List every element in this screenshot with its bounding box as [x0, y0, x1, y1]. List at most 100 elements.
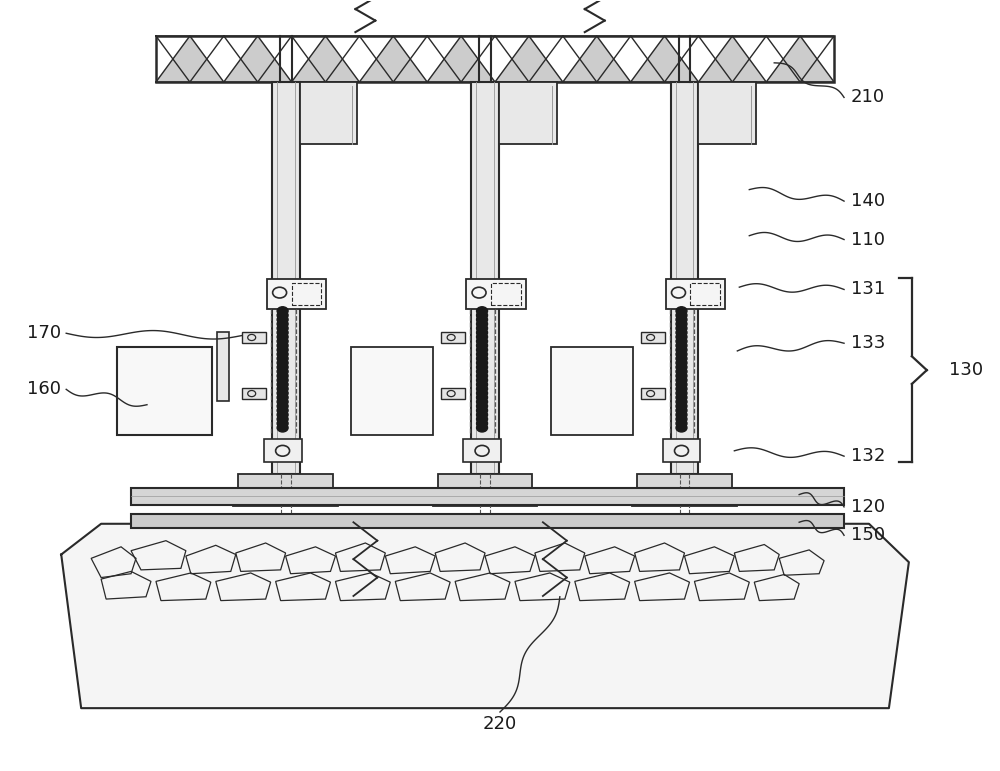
Bar [438, 474, 532, 488]
Circle shape [676, 342, 687, 350]
Bar [551, 347, 633, 436]
Bar [433, 490, 537, 506]
Circle shape [477, 363, 488, 372]
Circle shape [277, 324, 288, 332]
Circle shape [277, 423, 288, 432]
Bar [441, 332, 465, 343]
Circle shape [277, 363, 288, 372]
Text: 210: 210 [851, 89, 885, 106]
Bar [641, 388, 665, 399]
Bar [499, 82, 557, 143]
Polygon shape [359, 36, 427, 82]
Bar [242, 388, 266, 399]
Circle shape [277, 337, 288, 345]
Circle shape [477, 415, 488, 423]
Circle shape [277, 380, 288, 389]
Circle shape [277, 333, 288, 341]
Bar [131, 513, 844, 527]
Text: 110: 110 [851, 231, 885, 248]
Circle shape [277, 345, 288, 354]
Circle shape [277, 406, 288, 415]
Bar [471, 82, 499, 474]
Bar [491, 283, 521, 305]
Circle shape [277, 355, 288, 363]
Circle shape [277, 415, 288, 423]
Circle shape [477, 311, 488, 319]
Bar [242, 332, 266, 343]
Circle shape [477, 423, 488, 432]
Circle shape [676, 393, 687, 402]
Bar [264, 439, 302, 463]
Bar [698, 82, 756, 143]
Circle shape [477, 337, 488, 345]
Text: 220: 220 [483, 715, 517, 732]
Circle shape [477, 419, 488, 428]
Circle shape [676, 415, 687, 423]
Circle shape [477, 315, 488, 324]
Circle shape [277, 320, 288, 328]
Circle shape [676, 311, 687, 319]
Circle shape [676, 345, 687, 354]
Bar [466, 279, 526, 308]
Circle shape [676, 372, 687, 380]
Circle shape [277, 410, 288, 419]
Bar [131, 488, 844, 504]
Circle shape [676, 419, 687, 428]
Circle shape [676, 380, 687, 389]
Circle shape [676, 406, 687, 415]
Bar [637, 474, 732, 488]
Bar [117, 347, 212, 436]
Circle shape [477, 385, 488, 393]
Circle shape [477, 393, 488, 402]
Circle shape [477, 350, 488, 359]
Bar [233, 490, 338, 506]
Circle shape [477, 402, 488, 410]
Polygon shape [495, 36, 563, 82]
Polygon shape [766, 36, 834, 82]
Circle shape [277, 372, 288, 380]
Bar [217, 332, 229, 401]
Circle shape [676, 350, 687, 359]
Circle shape [477, 398, 488, 406]
Circle shape [676, 324, 687, 332]
Circle shape [477, 367, 488, 375]
Circle shape [477, 410, 488, 419]
Circle shape [277, 367, 288, 375]
Circle shape [277, 315, 288, 324]
Circle shape [477, 333, 488, 341]
Circle shape [477, 320, 488, 328]
Circle shape [676, 385, 687, 393]
Circle shape [676, 355, 687, 363]
Bar [441, 388, 465, 399]
Circle shape [477, 355, 488, 363]
Circle shape [477, 342, 488, 350]
Text: 150: 150 [851, 527, 885, 544]
Circle shape [477, 328, 488, 337]
Bar [666, 279, 725, 308]
Circle shape [676, 328, 687, 337]
Circle shape [277, 419, 288, 428]
Circle shape [277, 328, 288, 337]
Polygon shape [156, 36, 224, 82]
Circle shape [676, 410, 687, 419]
Bar [238, 474, 333, 488]
Text: 120: 120 [851, 498, 885, 516]
Polygon shape [61, 524, 909, 708]
Circle shape [676, 307, 687, 315]
Bar [463, 439, 501, 463]
Circle shape [676, 333, 687, 341]
Text: 130: 130 [949, 361, 983, 379]
Bar [351, 347, 433, 436]
Circle shape [676, 423, 687, 432]
Polygon shape [427, 36, 495, 82]
Circle shape [277, 359, 288, 367]
Circle shape [676, 320, 687, 328]
Circle shape [277, 389, 288, 397]
Circle shape [477, 359, 488, 367]
Circle shape [277, 311, 288, 319]
Circle shape [676, 363, 687, 372]
Polygon shape [292, 36, 359, 82]
Circle shape [477, 345, 488, 354]
Text: 132: 132 [851, 447, 885, 465]
Circle shape [477, 376, 488, 385]
